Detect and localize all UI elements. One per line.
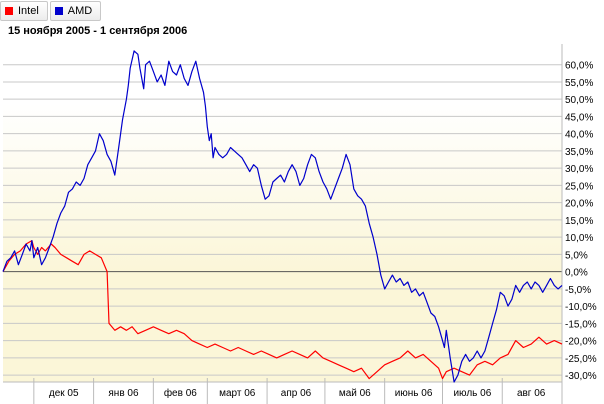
y-tick-label: 35,0% [565, 147, 593, 158]
legend: Intel AMD [0, 0, 103, 22]
y-tick-label: 0,0% [565, 268, 588, 279]
x-tick-label: авг 06 [517, 388, 546, 399]
x-tick-label: май 06 [339, 388, 371, 399]
y-tick-label: 20,0% [565, 199, 593, 210]
x-tick-label: март 06 [219, 388, 256, 399]
y-tick-label: 15,0% [565, 216, 593, 227]
y-tick-label: -5,0% [565, 285, 591, 296]
chart-subtitle: 15 ноября 2005 - 1 сентября 2006 [8, 25, 188, 37]
legend-item-amd[interactable]: AMD [49, 1, 102, 21]
y-tick-label: -30,0% [565, 371, 597, 382]
series-line-intel [2, 240, 563, 380]
legend-label-intel: Intel [18, 5, 39, 17]
y-tick-label: 10,0% [565, 233, 593, 244]
y-tick-label: 45,0% [565, 112, 593, 123]
x-tick-label: янв 06 [108, 388, 139, 399]
x-tick-label: дек 05 [49, 388, 79, 399]
x-tick-label: июнь 06 [395, 388, 433, 399]
y-tick-label: 5,0% [565, 250, 588, 261]
x-tick-label: апр 06 [281, 388, 312, 399]
plot-gradient-band [3, 104, 562, 272]
intel-color-swatch-icon [5, 7, 13, 15]
legend-item-intel[interactable]: Intel [0, 1, 48, 21]
y-tick-label: -15,0% [565, 319, 597, 330]
x-tick-label: июль 06 [453, 388, 491, 399]
plot-negative-band [3, 271, 562, 382]
y-tick-label: -20,0% [565, 337, 597, 348]
y-tick-label: -10,0% [565, 302, 597, 313]
y-tick-label: 55,0% [565, 78, 593, 89]
y-tick-label: 50,0% [565, 95, 593, 106]
legend-label-amd: AMD [67, 5, 93, 17]
y-tick-label: -25,0% [565, 354, 597, 365]
series-line-amd [2, 50, 563, 383]
y-tick-label: 30,0% [565, 164, 593, 175]
amd-color-swatch-icon [54, 7, 63, 15]
y-tick-label: 25,0% [565, 181, 593, 192]
y-tick-label: 60,0% [565, 61, 593, 72]
x-tick-label: фев 06 [164, 387, 197, 399]
y-tick-label: 40,0% [565, 130, 593, 141]
